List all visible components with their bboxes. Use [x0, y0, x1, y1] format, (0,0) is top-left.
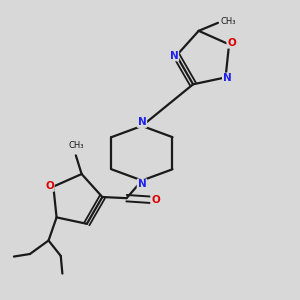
- Text: CH₃: CH₃: [68, 141, 84, 150]
- Text: O: O: [45, 181, 54, 191]
- Text: N: N: [138, 179, 146, 189]
- Text: N: N: [169, 50, 178, 61]
- Text: N: N: [138, 117, 146, 127]
- Text: N: N: [223, 74, 232, 83]
- Text: CH₃: CH₃: [220, 17, 236, 26]
- Text: O: O: [151, 195, 160, 205]
- Text: O: O: [227, 38, 236, 48]
